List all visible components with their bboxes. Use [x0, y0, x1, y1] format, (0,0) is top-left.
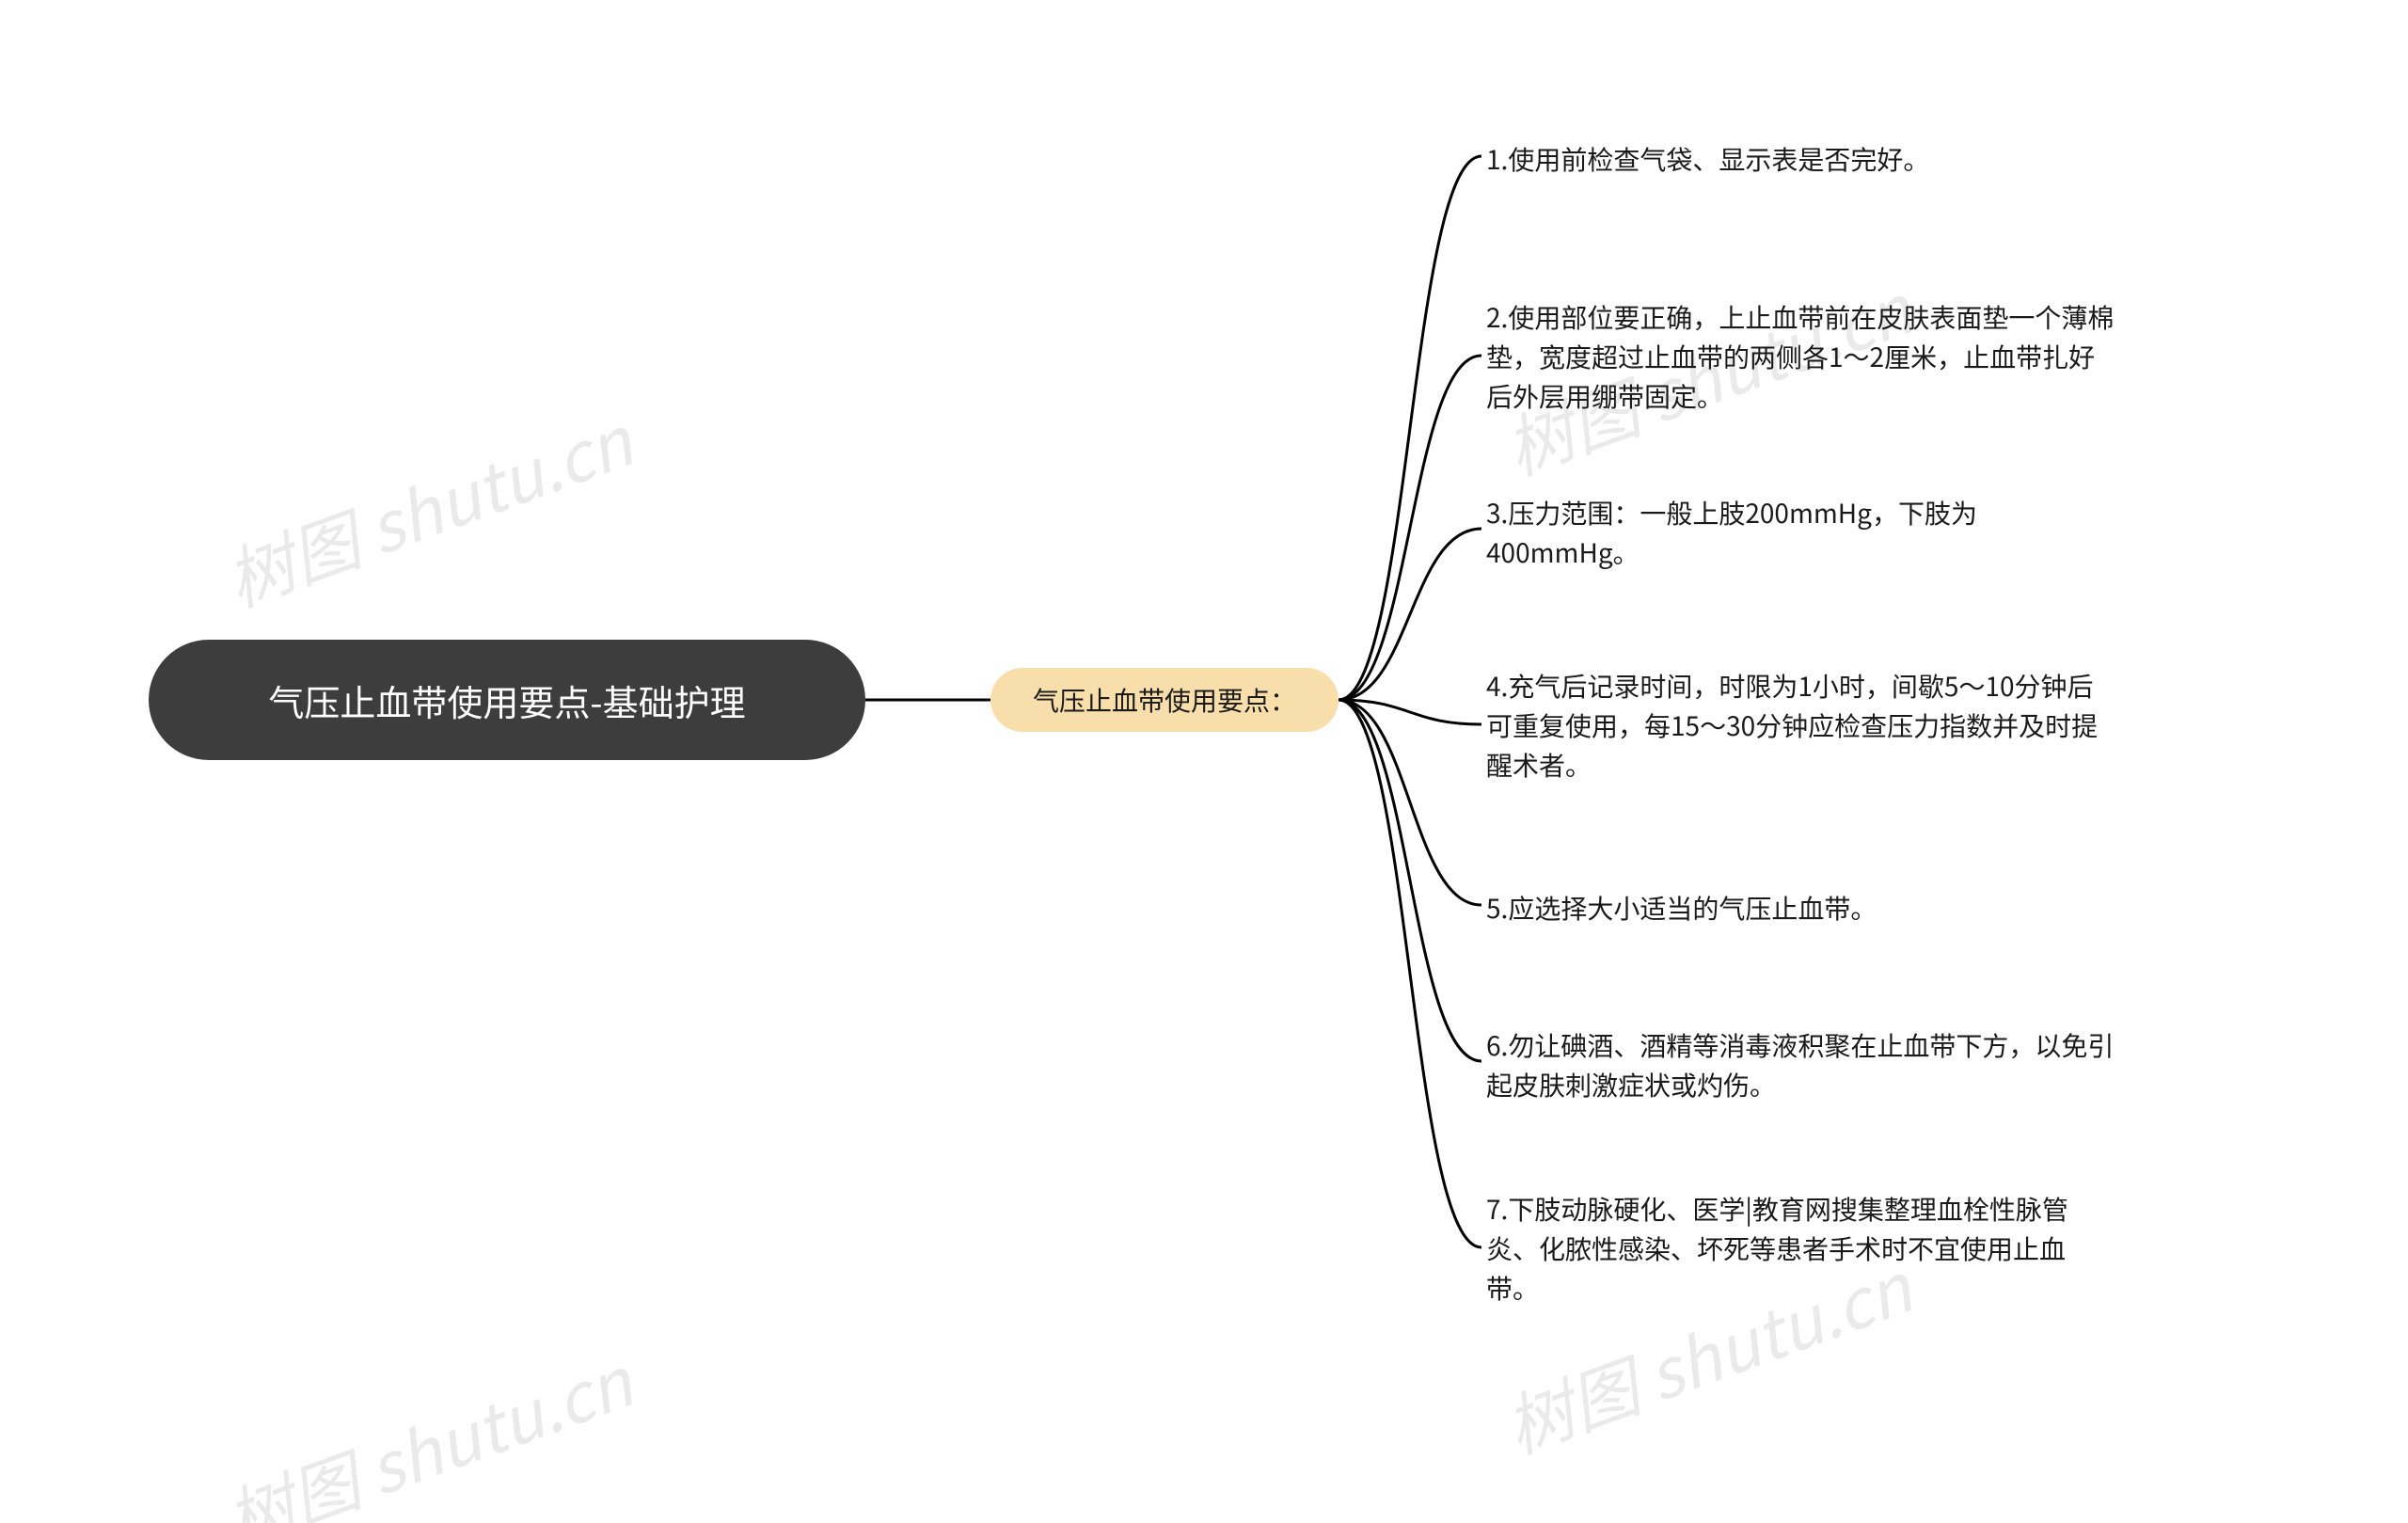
mindmap-leaf[interactable]: 4.充气后记录时间，时限为1小时，间歇5～10分钟后可重复使用，每15～30分钟…	[1486, 666, 2116, 785]
edge-mid-leaf-5	[1339, 700, 1481, 905]
edge-mid-leaf-2	[1339, 356, 1481, 700]
mindmap-leaf[interactable]: 3.压力范围：一般上肢200mmHg，下肢为400mmHg。	[1486, 493, 2116, 572]
edge-mid-leaf-6	[1339, 700, 1481, 1061]
mindmap-leaf[interactable]: 2.使用部位要正确，上止血带前在皮肤表面垫一个薄棉垫，宽度超过止血带的两侧各1～…	[1486, 297, 2116, 416]
mindmap-leaf[interactable]: 7.下肢动脉硬化、医学|教育网搜集整理血栓性脉管炎、化脓性感染、坏死等患者手术时…	[1486, 1189, 2116, 1308]
mindmap-leaf-label: 1.使用前检查气袋、显示表是否完好。	[1486, 140, 1929, 178]
watermark: 树图 shutu.cn	[211, 388, 643, 626]
edge-mid-leaf-3	[1339, 529, 1481, 700]
watermark: 树图 shutu.cn	[211, 1328, 643, 1523]
mindmap-root[interactable]: 气压止血带使用要点-基础护理	[149, 640, 865, 760]
mindmap-leaf-label: 7.下肢动脉硬化、医学|教育网搜集整理血栓性脉管炎、化脓性感染、坏死等患者手术时…	[1486, 1190, 2068, 1307]
mindmap-root-label: 气压止血带使用要点-基础护理	[268, 674, 745, 727]
mindmap-leaf[interactable]: 5.应选择大小适当的气压止血带。	[1486, 888, 2116, 928]
mindmap-leaf-label: 4.充气后记录时间，时限为1小时，间歇5～10分钟后可重复使用，每15～30分钟…	[1486, 667, 2098, 784]
mindmap-leaf-label: 3.压力范围：一般上肢200mmHg，下肢为400mmHg。	[1486, 494, 1977, 571]
mindmap-leaf-label: 2.使用部位要正确，上止血带前在皮肤表面垫一个薄棉垫，宽度超过止血带的两侧各1～…	[1486, 298, 2114, 415]
mindmap-leaf-label: 6.勿让碘酒、酒精等消毒液积聚在止血带下方，以免引起皮肤刺激症状或灼伤。	[1486, 1026, 2114, 1103]
mindmap-leaf[interactable]: 1.使用前检查气袋、显示表是否完好。	[1486, 139, 2116, 179]
mindmap-leaf-label: 5.应选择大小适当的气压止血带。	[1486, 889, 1877, 927]
mindmap-branch[interactable]: 气压止血带使用要点：	[990, 668, 1339, 732]
mindmap-branch-label: 气压止血带使用要点：	[1033, 681, 1296, 719]
edge-mid-leaf-1	[1339, 156, 1481, 700]
mindmap-leaf[interactable]: 6.勿让碘酒、酒精等消毒液积聚在止血带下方，以免引起皮肤刺激症状或灼伤。	[1486, 1025, 2116, 1104]
edge-mid-leaf-4	[1339, 700, 1481, 724]
edge-mid-leaf-7	[1339, 700, 1481, 1247]
